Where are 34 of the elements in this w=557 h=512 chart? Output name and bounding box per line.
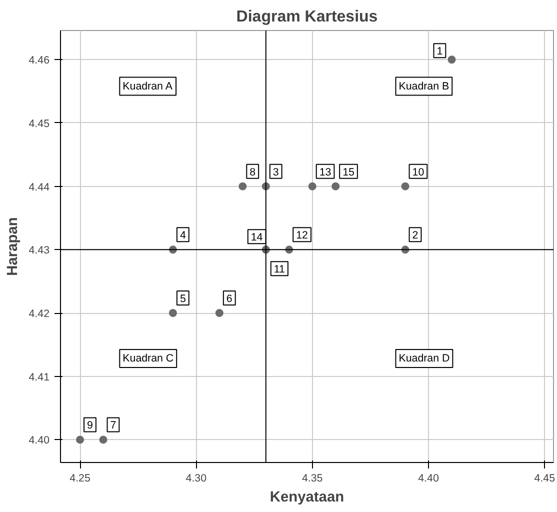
annotation: 9 <box>87 420 94 432</box>
x-tick-label: 4.25 <box>70 472 90 484</box>
y-tick-label: 4.45 <box>28 118 50 130</box>
annotation: 15 <box>342 166 355 178</box>
annotation: 11 <box>274 264 286 276</box>
annotation: Kuadran D <box>398 352 450 364</box>
y-tick-label: 4.42 <box>28 308 50 320</box>
y-tick-label: 4.40 <box>28 434 50 447</box>
y-tick-label: 4.41 <box>28 371 50 384</box>
annotation: 7 <box>110 420 116 432</box>
y-tick-label: 4.44 <box>28 181 50 194</box>
x-tick-label: 4.35 <box>302 472 323 484</box>
x-tick-label: 4.40 <box>418 472 439 484</box>
y-tick-label: 4.43 <box>28 244 50 257</box>
y-axis-title: Harapan <box>4 217 21 276</box>
annotation: Kuadran C <box>122 352 174 364</box>
annotation: 5 <box>180 293 186 306</box>
annotation: 12 <box>296 230 308 242</box>
annotation: 10 <box>412 166 424 178</box>
annotation: 8 <box>250 166 256 178</box>
x-tick-label: 4.45 <box>534 472 556 484</box>
annotation: Kuadran B <box>398 80 450 92</box>
annotation: 1 <box>436 46 443 58</box>
annotation: 3 <box>272 166 279 178</box>
annotation: Kuadran A <box>122 80 174 92</box>
annotation: 2 <box>412 230 418 242</box>
annotation: 14 <box>250 232 263 244</box>
annotation: 4 <box>180 230 186 242</box>
x-axis-title: Kenyataan <box>270 490 344 506</box>
x-tick-label: 4.30 <box>186 472 207 484</box>
chart-title: Diagram Kartesius <box>236 8 378 26</box>
annotation: 6 <box>226 293 232 306</box>
y-tick-label: 4.46 <box>28 54 50 67</box>
annotation: 13 <box>319 166 332 178</box>
